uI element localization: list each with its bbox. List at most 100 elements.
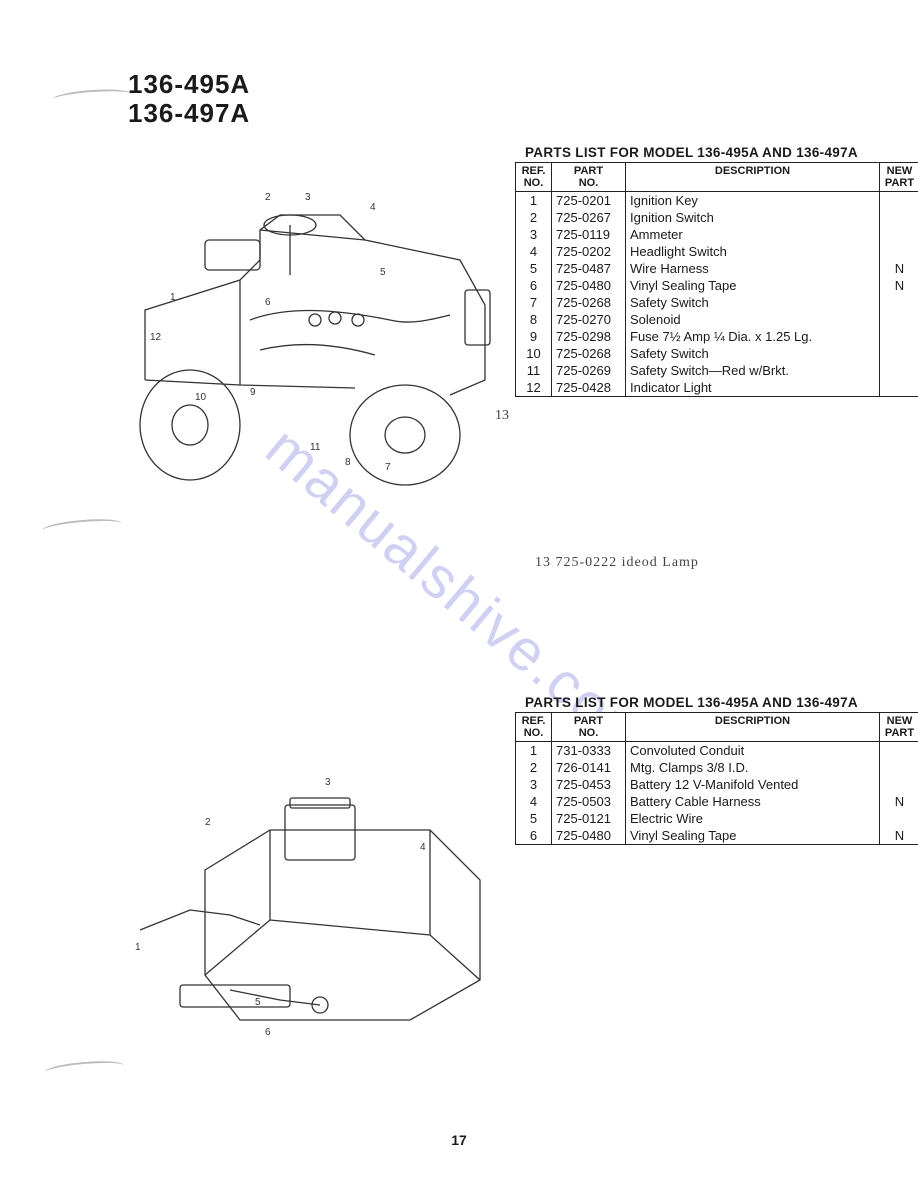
cell-ref: 4 [516, 243, 552, 260]
cell-newp [880, 379, 918, 397]
cell-ref: 3 [516, 226, 552, 243]
cell-newp [880, 362, 918, 379]
table-row: 6725-0480Vinyl Sealing TapeN [516, 827, 918, 845]
table-row: 6725-0480Vinyl Sealing TapeN [516, 277, 918, 294]
cell-newp [880, 328, 918, 345]
table-row: 11725-0269Safety Switch—Red w/Brkt. [516, 362, 918, 379]
svg-text:2: 2 [265, 192, 271, 203]
scan-artifact [52, 87, 133, 107]
cell-ref: 12 [516, 379, 552, 397]
cell-ref: 1 [516, 192, 552, 210]
cell-part: 725-0269 [552, 362, 626, 379]
parts-table-1: REF.NO. PARTNO. DESCRIPTION NEWPART 1725… [515, 162, 918, 397]
cell-ref: 11 [516, 362, 552, 379]
col-part: PARTNO. [552, 713, 626, 742]
svg-text:1: 1 [170, 292, 176, 303]
cell-newp: N [880, 793, 918, 810]
table-row: 1725-0201Ignition Key [516, 192, 918, 210]
tractor-wiring-svg: 234 5112 6910 1187 [110, 170, 500, 490]
cell-part: 725-0267 [552, 209, 626, 226]
svg-text:5: 5 [380, 267, 386, 278]
parts-table-2: REF.NO. PARTNO. DESCRIPTION NEWPART 1731… [515, 712, 918, 845]
cell-newp [880, 192, 918, 210]
table-row: 10725-0268Safety Switch [516, 345, 918, 362]
svg-text:4: 4 [370, 202, 376, 213]
cell-desc: Safety Switch [626, 345, 880, 362]
svg-text:11: 11 [310, 442, 321, 453]
cell-desc: Convoluted Conduit [626, 742, 880, 760]
cell-newp [880, 776, 918, 793]
col-desc: DESCRIPTION [626, 163, 880, 192]
cell-desc: Electric Wire [626, 810, 880, 827]
cell-part: 725-0270 [552, 311, 626, 328]
cell-part: 726-0141 [552, 759, 626, 776]
cell-part: 725-0480 [552, 827, 626, 845]
cell-newp: N [880, 260, 918, 277]
cell-ref: 2 [516, 759, 552, 776]
col-newp: NEWPART [880, 713, 918, 742]
parts-table-1-caption: PARTS LIST FOR MODEL 136-495A AND 136-49… [525, 145, 858, 160]
cell-part: 725-0268 [552, 345, 626, 362]
cell-newp: N [880, 827, 918, 845]
cell-ref: 5 [516, 810, 552, 827]
cell-ref: 1 [516, 742, 552, 760]
cell-newp [880, 311, 918, 328]
table-row: 9725-0298Fuse 7½ Amp ¼ Dia. x 1.25 Lg. [516, 328, 918, 345]
cell-newp [880, 209, 918, 226]
table-row: 8725-0270Solenoid [516, 311, 918, 328]
svg-text:3: 3 [325, 777, 331, 788]
cell-desc: Mtg. Clamps 3/8 I.D. [626, 759, 880, 776]
scan-artifact [42, 517, 123, 538]
svg-text:8: 8 [345, 457, 351, 468]
cell-ref: 5 [516, 260, 552, 277]
svg-text:3: 3 [305, 192, 311, 203]
cell-ref: 7 [516, 294, 552, 311]
svg-text:5: 5 [255, 997, 261, 1008]
cell-desc: Headlight Switch [626, 243, 880, 260]
cell-desc: Battery Cable Harness [626, 793, 880, 810]
cell-ref: 3 [516, 776, 552, 793]
cell-ref: 6 [516, 827, 552, 845]
model-number-2: 136-497A [128, 99, 250, 128]
cell-desc: Safety Switch—Red w/Brkt. [626, 362, 880, 379]
col-ref: REF.NO. [516, 163, 552, 192]
cell-desc: Safety Switch [626, 294, 880, 311]
svg-text:12: 12 [150, 332, 162, 343]
table-row: 4725-0503Battery Cable HarnessN [516, 793, 918, 810]
table-row: 12725-0428Indicator Light [516, 379, 918, 397]
cell-desc: Vinyl Sealing Tape [626, 827, 880, 845]
cell-part: 725-0503 [552, 793, 626, 810]
handwritten-callout-13: 13 [495, 408, 509, 424]
table-row: 5725-0121Electric Wire [516, 810, 918, 827]
table-row: 3725-0119Ammeter [516, 226, 918, 243]
cell-newp [880, 742, 918, 760]
col-part: PARTNO. [552, 163, 626, 192]
cell-ref: 6 [516, 277, 552, 294]
table-row: 3725-0453Battery 12 V-Manifold Vented [516, 776, 918, 793]
cell-newp [880, 759, 918, 776]
cell-desc: Ignition Switch [626, 209, 880, 226]
svg-text:4: 4 [420, 842, 426, 853]
cell-newp [880, 810, 918, 827]
cell-part: 725-0119 [552, 226, 626, 243]
cell-ref: 9 [516, 328, 552, 345]
cell-desc: Wire Harness [626, 260, 880, 277]
svg-text:7: 7 [385, 462, 391, 473]
diagram-battery: 324 156 [110, 750, 500, 1070]
cell-ref: 4 [516, 793, 552, 810]
cell-part: 731-0333 [552, 742, 626, 760]
svg-text:6: 6 [265, 1027, 271, 1038]
cell-newp [880, 345, 918, 362]
tractor-battery-svg: 324 156 [110, 750, 500, 1070]
page-number: 17 [451, 1132, 467, 1148]
cell-part: 725-0121 [552, 810, 626, 827]
svg-text:6: 6 [265, 297, 271, 308]
cell-ref: 8 [516, 311, 552, 328]
cell-desc: Fuse 7½ Amp ¼ Dia. x 1.25 Lg. [626, 328, 880, 345]
cell-part: 725-0268 [552, 294, 626, 311]
cell-desc: Indicator Light [626, 379, 880, 397]
cell-desc: Ignition Key [626, 192, 880, 210]
handwritten-note: 13 725-0222 ideod Lamp [535, 555, 699, 571]
model-number-1: 136-495A [128, 70, 250, 99]
cell-part: 725-0428 [552, 379, 626, 397]
